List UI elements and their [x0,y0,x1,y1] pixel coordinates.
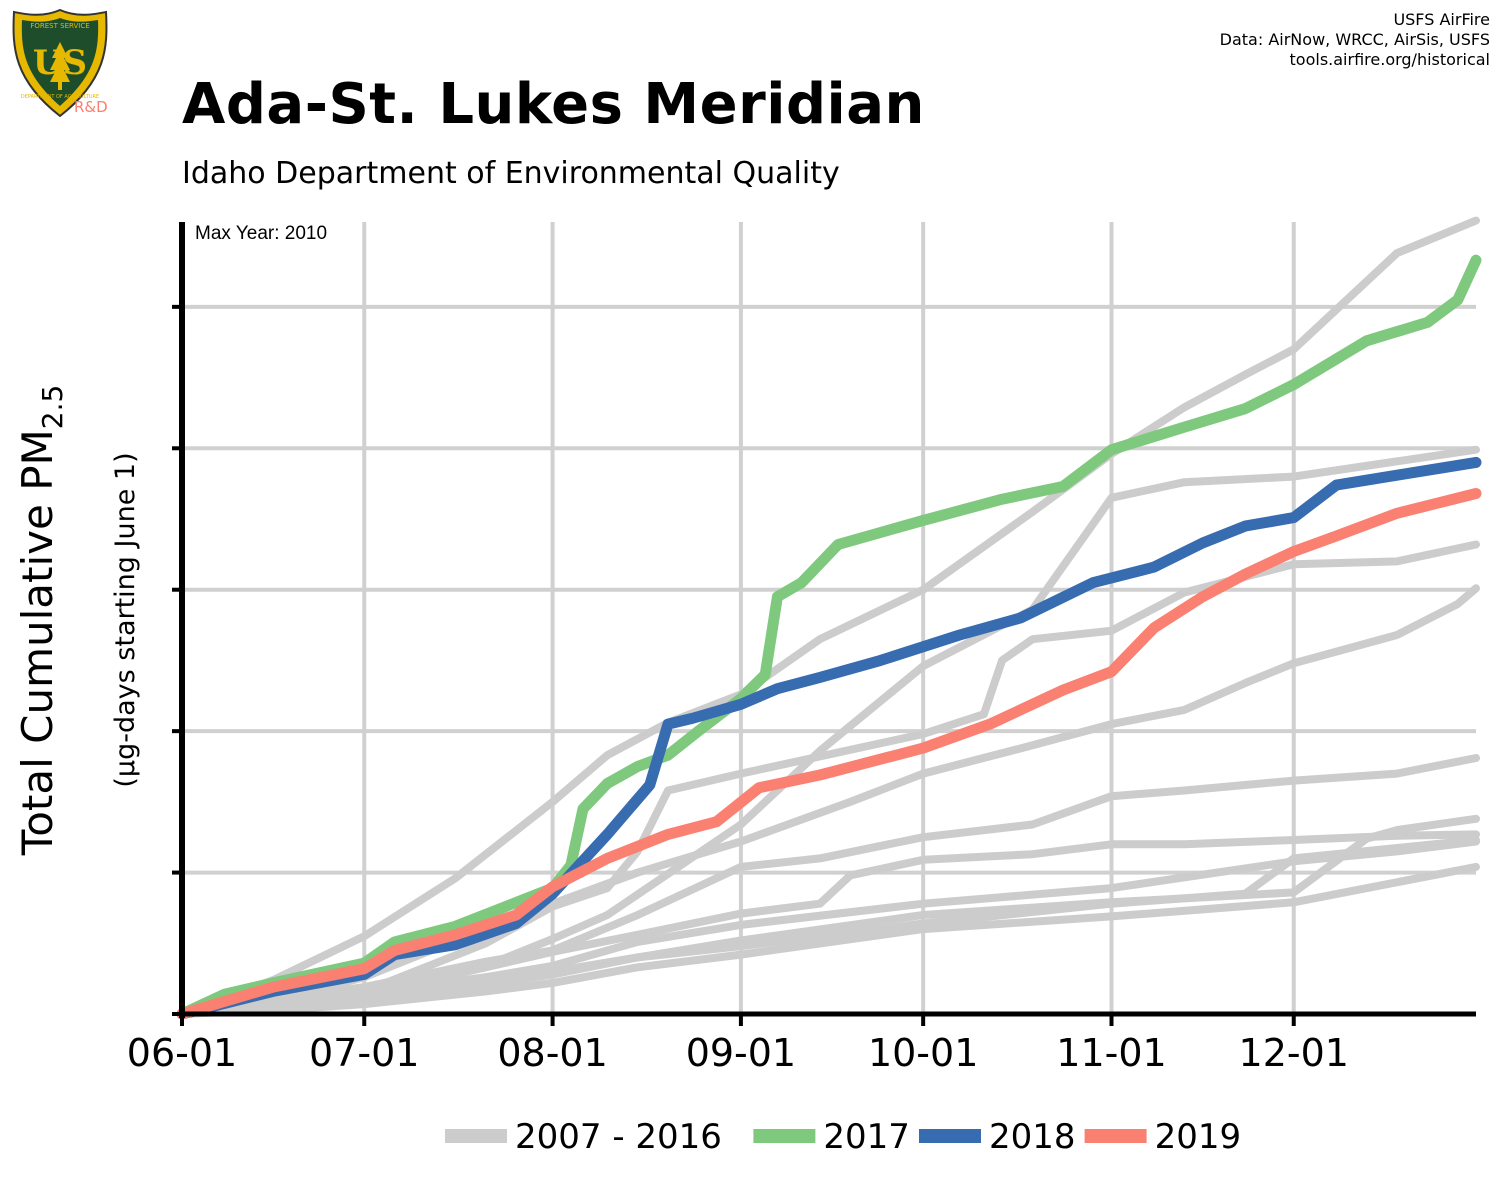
y-axis-label-sub: 2.5 [36,385,69,430]
tree-icon [50,42,70,90]
history-series-line [178,862,1480,1018]
x-tick-label: 07-01 [309,1031,419,1075]
chart-subtitle: Idaho Department of Environmental Qualit… [182,156,840,191]
credits: USFS AirFire Data: AirNow, WRCC, AirSis,… [1220,10,1490,70]
x-tick-label: 06-01 [127,1031,237,1075]
legend: 2007 - 2016 2017 2018 2019 [445,1117,1242,1157]
series-line-2017 [176,254,1482,1020]
x-tick-label: 08-01 [497,1031,607,1075]
logo-bottom-text: DEPARTMENT OF AGRICULTURE [21,94,99,100]
legend-label: 2017 [823,1117,910,1157]
credit-line: USFS AirFire [1393,10,1490,29]
grid [182,222,1476,1014]
highlight-lines [176,254,1482,1020]
legend-label: 2007 - 2016 [515,1117,722,1157]
series-line-2019 [176,488,1482,1020]
credit-line: tools.airfire.org/historical [1289,50,1490,69]
svg-text:Total Cumulative PM2.5: Total Cumulative PM2.5 [13,385,69,857]
history-series-line [178,540,1480,1018]
history-series-line [178,216,1480,1018]
x-tick-label: 11-01 [1056,1031,1166,1075]
credit-line: Data: AirNow, WRCC, AirSis, USFS [1219,30,1490,49]
y-axis-label: Total Cumulative PM [13,429,62,856]
legend-label: 2018 [989,1117,1076,1157]
axes: 06-01 07-01 08-01 09-01 10-01 11-01 12-01 [127,222,1476,1075]
legend-label: 2019 [1155,1117,1242,1157]
y-axis-title: Total Cumulative PM2.5 [13,385,69,857]
series-line-2018 [176,456,1482,1020]
usfs-logo: US FOREST SERVICE DEPARTMENT OF AGRICULT… [8,8,112,120]
chart-title: Ada-St. Lukes Meridian [182,72,925,137]
logo-top-text: FOREST SERVICE [30,22,89,30]
x-tick-label: 10-01 [868,1031,978,1075]
history-series-line [178,830,1480,1018]
history-lines [178,216,1480,1018]
y-axis-sublabel: (µg-days starting June 1) [110,452,141,787]
x-tick-label: 12-01 [1239,1031,1349,1075]
max-year-annotation: Max Year: 2010 [195,223,327,244]
logo-tag: R&D [74,98,108,116]
x-tick-label: 09-01 [686,1031,796,1075]
history-series-line [178,754,1480,1018]
